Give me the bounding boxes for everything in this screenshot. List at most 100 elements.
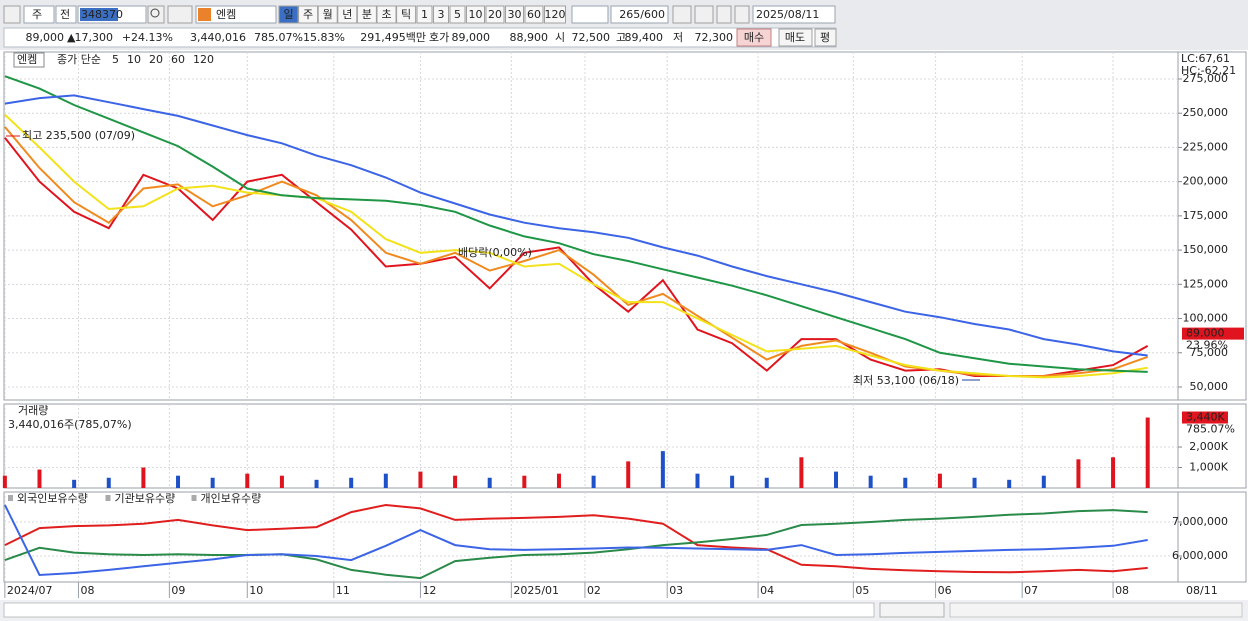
volume-bar [834, 471, 839, 488]
period-button-box[interactable] [278, 5, 299, 24]
volume-bar [1076, 459, 1081, 488]
period-button-box[interactable] [356, 5, 377, 24]
dropdown[interactable] [571, 5, 609, 24]
period-button-box[interactable] [298, 5, 319, 24]
quote-ask: 89,000 [452, 31, 491, 44]
volume-bar [418, 471, 423, 488]
x-end-label: 08/11 [1186, 584, 1218, 597]
title-box [13, 52, 45, 68]
period-button-box[interactable] [317, 5, 338, 24]
volume-bar [764, 477, 769, 488]
period-button-box[interactable] [376, 5, 397, 24]
legend-entry: 기관보유수량 [115, 492, 176, 505]
volume-bar [72, 479, 77, 488]
avg-label: 평 [820, 31, 830, 44]
quote-high: 89,400 [625, 31, 664, 44]
y-tick-label: 75,000 [1190, 346, 1229, 359]
interval-button: 120 [545, 8, 566, 21]
volume-bar [903, 477, 908, 488]
annotation: 배당락(0,00%) [458, 246, 532, 259]
menu-icon[interactable] [3, 5, 21, 24]
x-tick-label: 07 [1024, 584, 1038, 597]
name-box[interactable] [195, 5, 277, 24]
lc-label: LC:67,61 [1181, 52, 1230, 65]
interval-button-box[interactable] [485, 5, 505, 24]
quote-volume: 3,440,016 [190, 31, 246, 44]
series-line [4, 94, 1148, 357]
volume-bar [1041, 475, 1046, 488]
tool-icon[interactable] [694, 5, 714, 24]
volume-subtitle: 3,440,016주(785,07%) [8, 418, 132, 431]
tool-icon[interactable] [672, 5, 692, 24]
buy-button[interactable] [736, 28, 772, 47]
legend-entry: 개인보유수량 [201, 492, 262, 505]
stock-name: 엔켐 [216, 8, 236, 21]
legend-entry: 60 [171, 53, 185, 66]
interval-button-box[interactable] [449, 5, 466, 24]
interval-button-box[interactable] [544, 5, 566, 24]
x-tick-label: 08 [80, 584, 94, 597]
interval-button: 10 [469, 8, 483, 21]
interval-button-box[interactable] [524, 5, 544, 24]
quote-turnover: 15.83% [303, 31, 345, 44]
date-box[interactable] [752, 5, 836, 24]
volume-bar [556, 473, 561, 488]
x-tick-label: 10 [249, 584, 263, 597]
y-tick-label: 50,000 [1190, 380, 1229, 393]
playback-controls[interactable] [879, 602, 945, 618]
y-tick-label: 275,000 [1183, 72, 1229, 85]
quote-open: 72,500 [572, 31, 611, 44]
interval-button: 30 [508, 8, 522, 21]
quote-ask-label: 호가 [429, 31, 449, 44]
volume-bar [453, 475, 458, 488]
interval-button: 1 [421, 8, 428, 21]
panel [3, 51, 1247, 401]
quote-volume-rate: 785.07% [254, 31, 303, 44]
interval-button: 60 [527, 8, 541, 21]
interval-button: 3 [438, 8, 445, 21]
quote-open-label: 시 [555, 31, 565, 44]
y-tick-label: 150,000 [1183, 243, 1229, 256]
interval-button-box[interactable] [433, 5, 449, 24]
settings-icon[interactable] [734, 5, 750, 24]
avg-button[interactable] [814, 28, 837, 47]
interval-button-box[interactable] [505, 5, 524, 24]
count-box[interactable] [610, 5, 669, 24]
volume-bar [210, 477, 215, 488]
y-tick-label: 2,000K [1189, 440, 1228, 453]
y-tick-label: 200,000 [1183, 175, 1229, 188]
quote-rate: +24.13% [122, 31, 173, 44]
buy-label: 매수 [744, 31, 764, 44]
period-button: 년 [342, 8, 352, 21]
sell-label: 매도 [785, 31, 805, 44]
volume-bar [868, 475, 873, 488]
volume-tag [1182, 411, 1228, 424]
y-tick-label: 7,000,000 [1172, 515, 1228, 528]
volume-bar [176, 475, 181, 488]
quote-low: 72,300 [695, 31, 734, 44]
y-tick-label: 1,000K [1189, 461, 1228, 474]
sound-icon[interactable] [167, 5, 193, 24]
volume-bar [106, 477, 111, 488]
period-button-box[interactable] [396, 5, 417, 24]
series-line [4, 503, 1148, 574]
volume-bar [141, 467, 146, 488]
interval-button-box[interactable] [416, 5, 433, 24]
interval-button-box[interactable] [466, 5, 485, 24]
volume-bar [383, 473, 388, 488]
scrollbar[interactable] [3, 602, 875, 618]
volume-bar [660, 451, 665, 488]
period-button: 초 [381, 8, 391, 21]
volume-bar [591, 475, 596, 488]
market-box[interactable] [23, 5, 55, 24]
name-tag [198, 8, 211, 21]
period-button-box[interactable] [337, 5, 358, 24]
sell-button[interactable] [778, 28, 813, 47]
legend-swatch [8, 495, 13, 501]
search-icon[interactable] [147, 5, 165, 24]
x-tick-label: 2024/07 [7, 584, 53, 597]
prev-box[interactable] [55, 5, 77, 24]
y-tick-label: 100,000 [1183, 312, 1229, 325]
zoom-tools[interactable] [949, 602, 1243, 618]
save-icon[interactable] [716, 5, 732, 24]
